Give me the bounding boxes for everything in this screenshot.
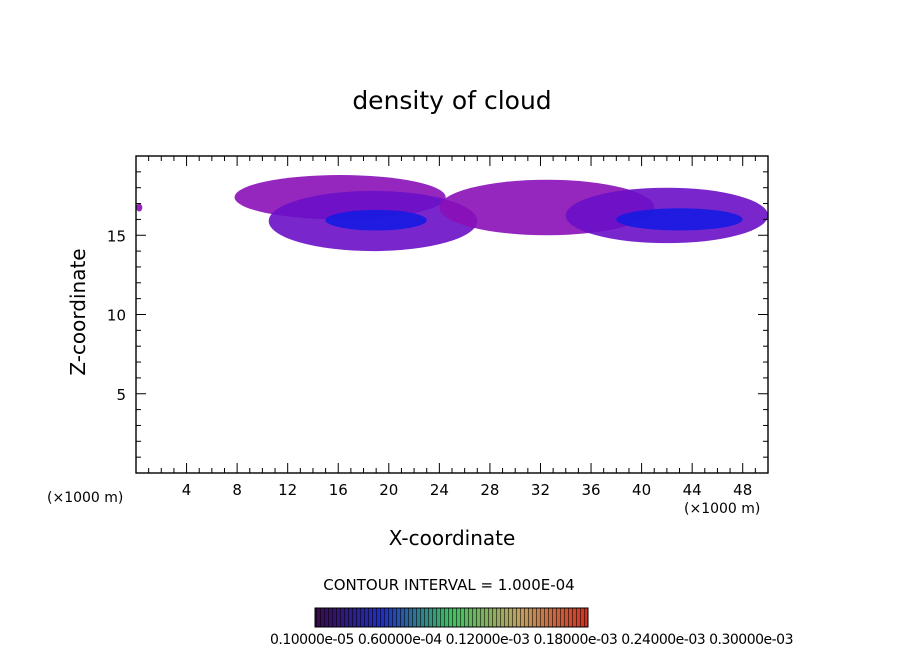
axis-ticks: [136, 156, 768, 473]
left-edge-fragment: [136, 203, 143, 212]
colorbar-border: [314, 607, 589, 628]
contour-interval-label: CONTOUR INTERVAL = 1.000E-04: [323, 576, 575, 594]
cloud-layer: [136, 175, 768, 252]
x-unit-right: (×1000 m): [684, 501, 761, 517]
x-tick-label: 40: [632, 481, 651, 499]
y-axis-label: Z-coordinate: [66, 248, 90, 376]
x-axis-label-text: X-coordinate: [388, 526, 516, 550]
y-tick-label: 15: [107, 227, 126, 245]
chart-title: density of cloud: [352, 86, 552, 115]
east-cloud-core: [616, 208, 743, 231]
x-tick-label: 16: [329, 481, 348, 499]
x-axis-label: X-coordinate: [0, 526, 904, 550]
y-tick-label: 5: [116, 386, 126, 404]
x-tick-label: 44: [683, 481, 702, 499]
x-tick-label: 24: [430, 481, 449, 499]
colorbar-stripes: [315, 608, 588, 627]
x-tick-label: 28: [480, 481, 499, 499]
west-cloud-core: [325, 209, 427, 231]
x-unit-left: (×1000 m): [47, 490, 124, 506]
x-tick-label: 12: [278, 481, 297, 499]
colorbar-labels: 0.10000e-05 0.60000e-04 0.12000e-03 0.18…: [270, 632, 794, 648]
x-tick-label: 48: [733, 481, 752, 499]
x-tick-label: 20: [379, 481, 398, 499]
x-tick-label: 36: [581, 481, 600, 499]
colorbar: [314, 607, 589, 628]
x-tick-label: 8: [232, 481, 242, 499]
x-tick-label: 32: [531, 481, 550, 499]
y-tick-label: 10: [107, 307, 126, 325]
x-tick-label: 4: [182, 481, 192, 499]
